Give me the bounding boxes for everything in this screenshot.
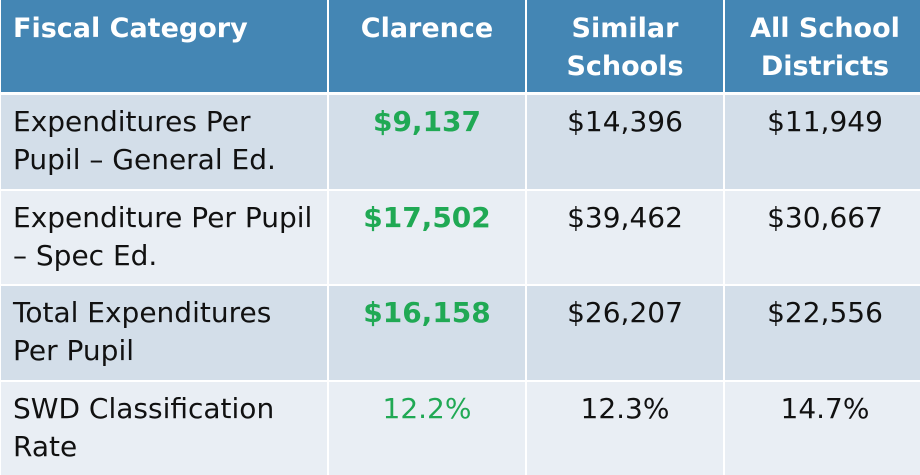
row-general-ed-clarence: $9,137 <box>329 95 525 189</box>
row-spec-ed-all: $30,667 <box>725 189 920 284</box>
row-swd-category: SWD Classification Rate <box>1 380 327 475</box>
row-spec-ed-similar: $39,462 <box>527 189 723 284</box>
header-fiscal-category: Fiscal Category <box>1 0 327 95</box>
row-swd-clarence: 12.2% <box>329 380 525 475</box>
row-swd-all: 14.7% <box>725 380 920 475</box>
header-all-school-districts: All School Districts <box>725 0 920 95</box>
row-spec-ed-category: Expenditure Per Pupil – Spec Ed. <box>1 189 327 284</box>
row-general-ed-similar: $14,396 <box>527 95 723 189</box>
row-spec-ed-clarence: $17,502 <box>329 189 525 284</box>
row-swd-similar: 12.3% <box>527 380 723 475</box>
header-clarence: Clarence <box>329 0 525 95</box>
row-general-ed-all: $11,949 <box>725 95 920 189</box>
row-total-category: Total Expenditures Per Pupil <box>1 284 327 380</box>
header-similar-schools: Similar Schools <box>527 0 723 95</box>
row-total-clarence: $16,158 <box>329 284 525 380</box>
row-general-ed-category: Expenditures Per Pupil – General Ed. <box>1 95 327 189</box>
row-total-all: $22,556 <box>725 284 920 380</box>
row-total-similar: $26,207 <box>527 284 723 380</box>
